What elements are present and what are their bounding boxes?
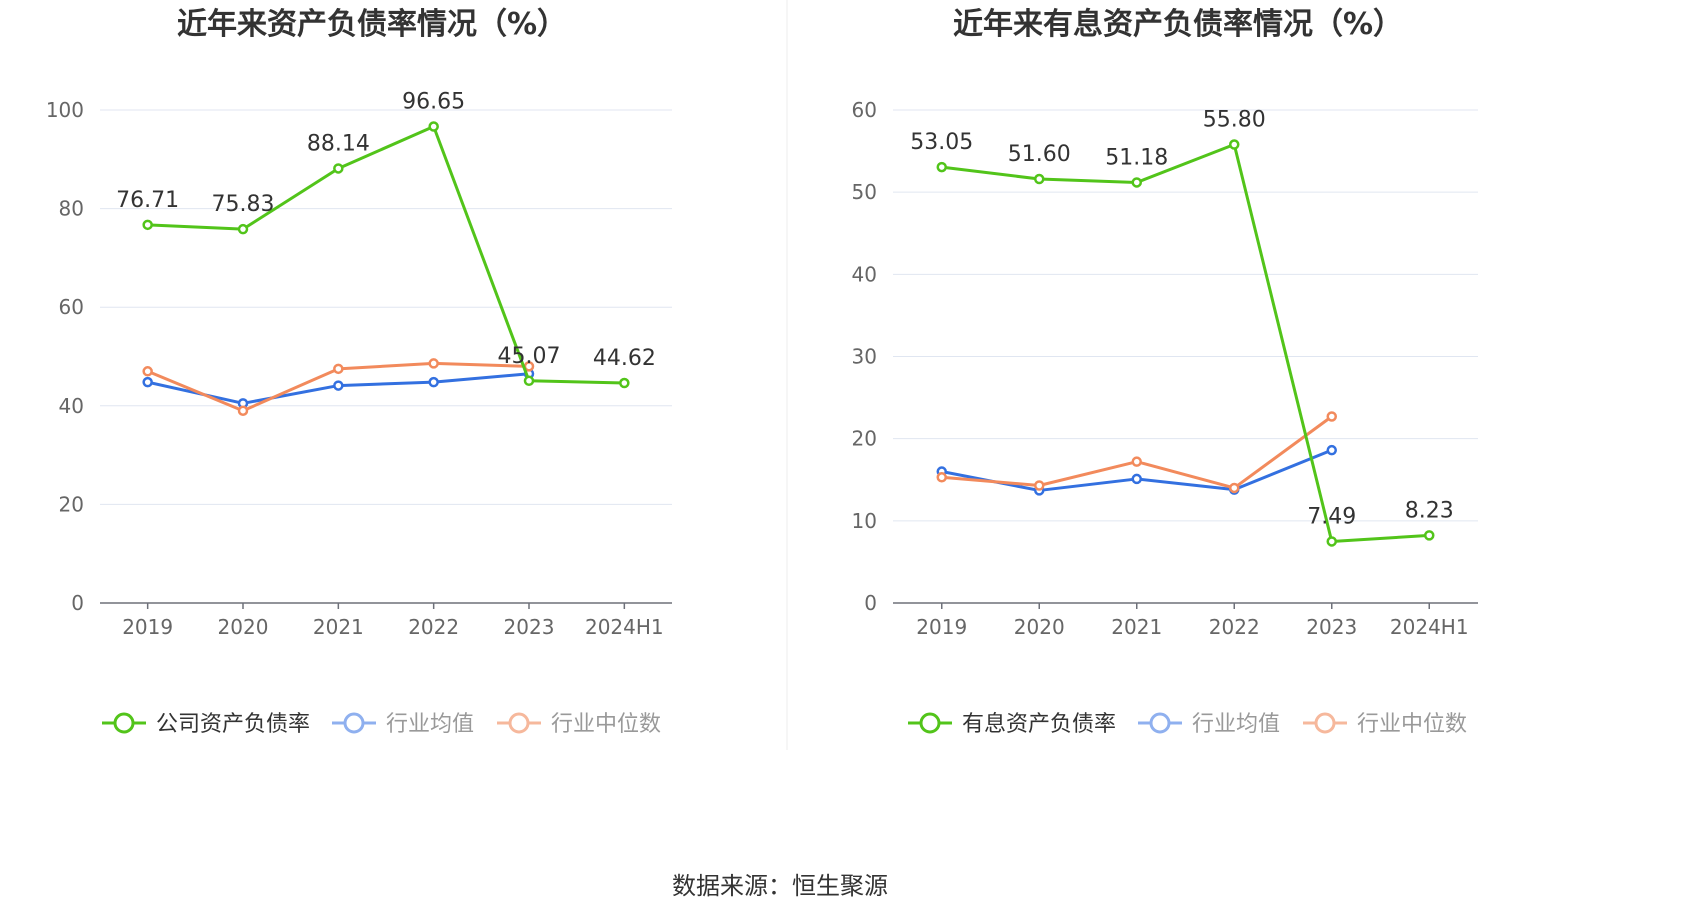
data-point bbox=[1326, 444, 1337, 456]
data-point bbox=[142, 366, 153, 377]
legend-item-3: 行业中位数 bbox=[497, 712, 661, 737]
legend-item-3: 行业中位数 bbox=[1303, 712, 1467, 737]
data-point bbox=[237, 223, 249, 235]
data-point bbox=[1034, 173, 1045, 185]
data-label: 8.23 bbox=[1405, 498, 1454, 523]
legend-marker-icon bbox=[919, 712, 941, 734]
series-1 bbox=[142, 121, 630, 389]
y-tick-label: 100 bbox=[46, 98, 84, 122]
data-point bbox=[237, 405, 249, 416]
series-3 bbox=[142, 358, 535, 416]
data-label: 55.80 bbox=[1203, 108, 1266, 133]
data-label: 51.60 bbox=[1008, 142, 1071, 167]
data-point bbox=[142, 219, 153, 231]
data-point bbox=[619, 377, 630, 389]
data-label: 45.07 bbox=[498, 344, 561, 369]
data-label: 7.49 bbox=[1307, 504, 1356, 529]
x-tick-label: 2023 bbox=[1306, 615, 1357, 639]
data-label: 96.65 bbox=[402, 90, 465, 115]
legend-label: 公司资产负债率 bbox=[156, 712, 310, 737]
x-tick-label: 2020 bbox=[218, 615, 269, 639]
series-1 bbox=[936, 139, 1435, 547]
y-tick-label: 30 bbox=[852, 345, 877, 369]
series-2 bbox=[936, 444, 1337, 496]
y-tick-label: 50 bbox=[852, 180, 877, 204]
legend-label: 行业中位数 bbox=[551, 712, 661, 737]
legend-marker-icon bbox=[1314, 712, 1336, 734]
data-point bbox=[428, 121, 439, 132]
data-point bbox=[428, 358, 439, 369]
legend-label: 行业均值 bbox=[1192, 712, 1280, 737]
data-point bbox=[523, 375, 535, 387]
legend-label: 行业均值 bbox=[386, 712, 474, 737]
data-label: 53.05 bbox=[910, 130, 973, 155]
data-point bbox=[333, 163, 344, 174]
y-tick-label: 80 bbox=[59, 197, 84, 221]
x-tick-label: 2021 bbox=[1111, 615, 1162, 639]
data-point bbox=[333, 380, 344, 391]
data-point bbox=[1229, 482, 1240, 494]
legend-item-1: 有息资产负债率 bbox=[908, 712, 1116, 737]
data-point bbox=[1131, 177, 1142, 188]
x-tick-label: 2020 bbox=[1014, 615, 1065, 639]
legend-item-2: 行业均值 bbox=[1138, 712, 1280, 737]
y-tick-label: 40 bbox=[852, 262, 877, 286]
chart-title: 近年来有息资产负债率情况（%） bbox=[953, 7, 1403, 42]
series-line bbox=[941, 143, 1430, 543]
y-tick-label: 20 bbox=[852, 427, 877, 451]
y-tick-label: 20 bbox=[59, 492, 84, 516]
x-tick-label: 2019 bbox=[916, 615, 967, 639]
legend-label: 有息资产负债率 bbox=[962, 712, 1116, 737]
legend-item-2: 行业均值 bbox=[332, 712, 474, 737]
data-label: 88.14 bbox=[307, 131, 370, 156]
data-point bbox=[1229, 139, 1240, 150]
data-point bbox=[1326, 411, 1337, 422]
x-tick-label: 2021 bbox=[313, 615, 364, 639]
data-label: 76.71 bbox=[116, 188, 179, 213]
x-tick-label: 2022 bbox=[1209, 615, 1260, 639]
series-2 bbox=[142, 368, 535, 409]
series-line bbox=[941, 448, 1333, 492]
chart-panel-1: 近年来资产负债率情况（%） 0 20 40 60 80 100 2019 2020 2021 202… bbox=[46, 7, 672, 737]
x-tick-label: 2024H1 bbox=[1390, 615, 1469, 639]
y-tick-label: 0 bbox=[864, 591, 877, 615]
data-point bbox=[142, 376, 153, 388]
x-tick-label: 2023 bbox=[504, 615, 555, 639]
y-tick-label: 60 bbox=[59, 295, 84, 319]
data-point bbox=[1034, 480, 1045, 491]
data-label: 51.18 bbox=[1105, 145, 1168, 170]
data-point bbox=[1424, 530, 1435, 541]
legend-label: 行业中位数 bbox=[1357, 712, 1467, 737]
data-point bbox=[936, 472, 947, 483]
data-point bbox=[333, 363, 344, 375]
y-tick-label: 10 bbox=[852, 509, 877, 533]
y-tick-label: 60 bbox=[852, 98, 877, 122]
x-tick-label: 2024H1 bbox=[585, 615, 664, 639]
x-tick-label: 2019 bbox=[122, 615, 173, 639]
data-point bbox=[1131, 456, 1142, 467]
legend-item-1: 公司资产负债率 bbox=[102, 712, 310, 737]
y-tick-label: 0 bbox=[71, 591, 84, 615]
data-source-note: 数据来源：恒生聚源 bbox=[672, 872, 888, 900]
legend-marker-icon bbox=[1149, 712, 1171, 734]
data-label: 75.83 bbox=[212, 192, 275, 217]
data-point bbox=[936, 161, 947, 173]
data-point bbox=[1131, 473, 1142, 485]
legend-marker-icon bbox=[113, 712, 135, 734]
chart-panel-2: 近年来有息资产负债率情况（%） 0 10 20 30 40 50 60 2019 2020 2021… bbox=[852, 7, 1478, 737]
y-tick-label: 40 bbox=[59, 394, 84, 418]
x-tick-label: 2022 bbox=[408, 615, 459, 639]
series-line bbox=[147, 125, 625, 385]
data-label: 44.62 bbox=[593, 346, 656, 371]
series-3 bbox=[936, 411, 1337, 494]
chart-title: 近年来资产负债率情况（%） bbox=[177, 7, 567, 42]
data-point bbox=[428, 376, 439, 388]
legend-marker-icon bbox=[343, 712, 365, 734]
legend-marker-icon bbox=[508, 712, 530, 734]
data-point bbox=[1326, 536, 1337, 547]
